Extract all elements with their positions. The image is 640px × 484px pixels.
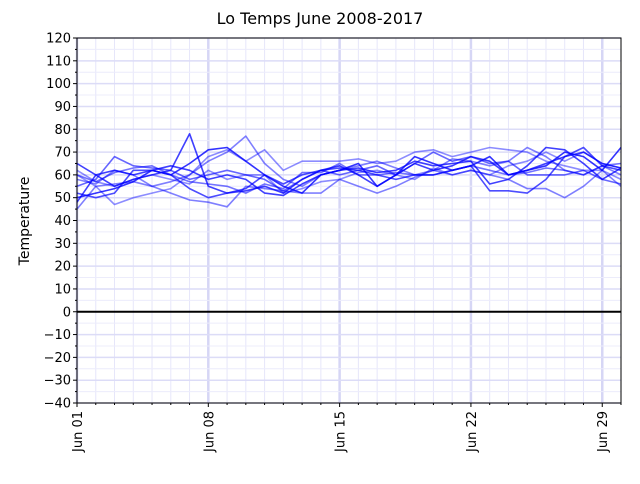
series-lines <box>76 133 622 313</box>
grid <box>75 37 622 404</box>
series-line <box>76 135 622 188</box>
y-tick-label: −40 <box>44 397 71 412</box>
x-tick-label: Jun 29 <box>596 411 611 453</box>
y-tick-label: 0 <box>63 305 71 320</box>
x-tick-label: Jun 08 <box>202 411 217 453</box>
axes: −40 −30 −20 −10 0 10 20 30 40 50 60 70 80 90 100 110 120… <box>44 32 622 453</box>
series-line <box>76 151 622 192</box>
y-tick-label: −30 <box>44 374 71 389</box>
series-line <box>76 146 622 206</box>
x-tick-label: Jun 22 <box>465 411 480 453</box>
y-tick-label: 100 <box>46 77 71 92</box>
y-tick-label: 80 <box>54 123 71 138</box>
y-tick-label: 30 <box>54 237 71 252</box>
chart-title: Lo Temps June 2008-2017 <box>217 9 424 28</box>
series-line <box>76 169 622 210</box>
y-tick-label: 10 <box>54 282 71 297</box>
y-tick-label: 90 <box>54 100 71 115</box>
y-axis-label: Temperature <box>17 177 33 267</box>
y-tick-label: 110 <box>46 54 71 69</box>
series-line <box>76 151 622 194</box>
y-tick-label: 120 <box>46 32 71 47</box>
y-tick-label: 50 <box>54 191 71 206</box>
series-line <box>76 162 622 194</box>
y-tick-label: −10 <box>44 328 71 343</box>
y-tick-label: 70 <box>54 146 71 161</box>
y-tick-label: 60 <box>54 168 71 183</box>
x-tick-label: Jun 01 <box>71 411 86 453</box>
x-tick-label: Jun 15 <box>334 411 349 453</box>
y-tick-label: 20 <box>54 260 71 275</box>
y-tick-label: 40 <box>54 214 71 229</box>
y-tick-label: −20 <box>44 351 71 366</box>
